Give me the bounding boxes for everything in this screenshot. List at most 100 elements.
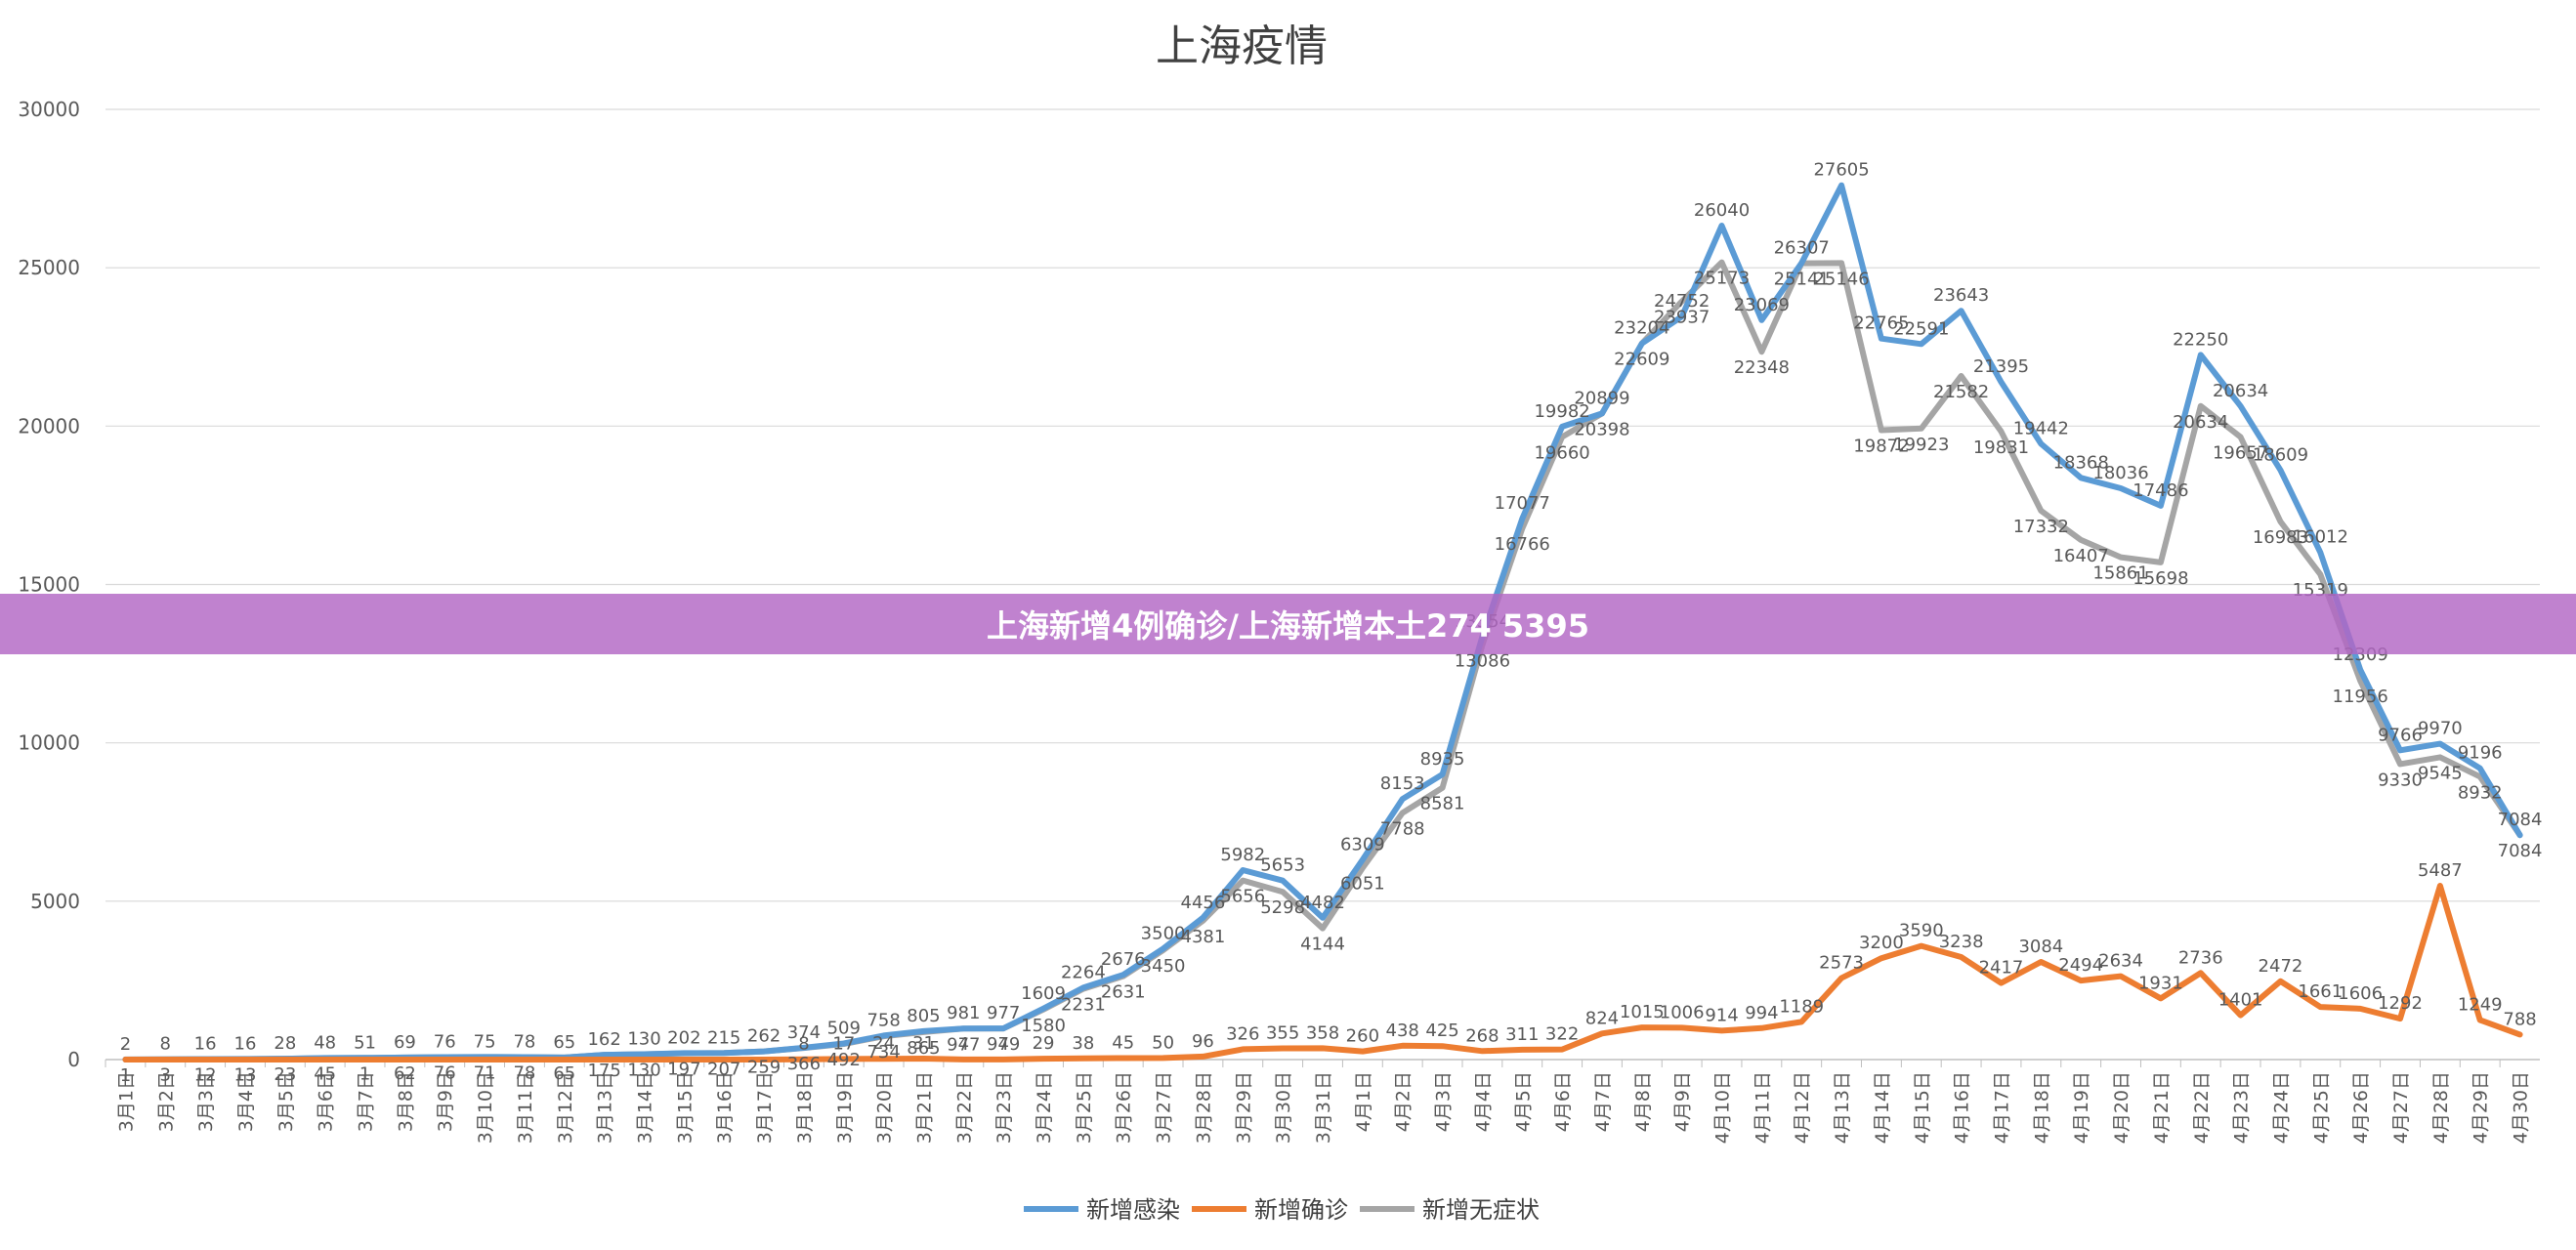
data-label: 76 [434,1032,456,1053]
x-tick-label: 4月27日 [2390,1071,2412,1144]
x-tick-label: 4月25日 [2310,1071,2332,1144]
data-label: 16 [194,1034,217,1055]
data-label: 96 [1192,1031,1214,1052]
data-label: 2231 [1061,995,1106,1016]
data-label: 2631 [1101,982,1146,1003]
data-label: 788 [2503,1009,2536,1029]
data-label: 1580 [1021,1016,1066,1036]
data-label: 322 [1545,1024,1579,1045]
data-label: 15861 [2092,563,2148,584]
y-tick-label: 15000 [18,573,80,597]
data-label: 5487 [2418,860,2463,881]
data-label: 3238 [1939,932,1984,952]
data-label: 1249 [2458,994,2503,1015]
data-label: 509 [827,1018,861,1038]
data-label: 438 [1386,1021,1419,1041]
data-label: 2472 [2259,956,2303,977]
data-label: 45 [1112,1033,1134,1054]
data-label: 69 [394,1032,416,1053]
x-tick-label: 3月18日 [794,1071,816,1144]
data-label: 23204 [1614,318,1669,339]
x-tick-label: 4月6日 [1552,1071,1574,1132]
data-label: 7788 [1380,818,1425,839]
data-label: 8935 [1420,749,1465,770]
x-tick-label: 3月5日 [275,1071,297,1132]
data-label: 19982 [1534,401,1589,422]
data-label: 19660 [1534,442,1589,463]
x-tick-label: 3月31日 [1313,1071,1334,1144]
legend-label: 新增确诊 [1254,1196,1348,1224]
data-label: 994 [1745,1003,1778,1023]
x-tick-label: 3月28日 [1193,1071,1214,1144]
x-tick-label: 4月5日 [1512,1071,1534,1132]
data-label: 12 [194,1064,217,1085]
data-label: 11956 [2333,687,2388,707]
data-label: 76 [434,1063,456,1084]
data-label: 19657 [2213,442,2268,463]
data-label: 2573 [1819,953,1864,974]
data-label: 78 [513,1031,535,1052]
data-label: 50 [1152,1032,1174,1053]
data-label: 175 [587,1061,620,1081]
data-label: 22348 [1734,357,1790,378]
series-lines [122,182,2523,1062]
x-tick-label: 3月15日 [674,1071,696,1144]
data-label: 20398 [1574,419,1629,439]
x-tick-label: 3月19日 [834,1071,856,1144]
data-label: 207 [707,1059,740,1079]
data-label: 4144 [1300,935,1345,955]
data-label: 3450 [1141,956,1186,977]
data-label: 1401 [2218,990,2263,1011]
data-label: 16983 [2253,527,2308,548]
data-label: 5298 [1260,897,1305,918]
data-label: 17 [832,1033,855,1054]
x-tick-label: 3月24日 [1034,1071,1055,1144]
data-label: 71 [474,1062,496,1083]
x-tick-label: 3月11日 [515,1071,536,1144]
data-label: 8932 [2458,782,2503,803]
x-tick-label: 3月7日 [356,1071,377,1132]
data-label: 21395 [1973,356,2029,377]
y-tick-label: 5000 [30,890,80,913]
y-tick-label: 20000 [18,414,80,438]
data-label: 45 [314,1064,336,1085]
data-label: 865 [907,1038,940,1059]
x-tick-label: 3月25日 [1074,1071,1095,1144]
data-label: 62 [394,1063,416,1084]
x-tick-label: 4月1日 [1353,1071,1374,1132]
data-label: 78 [513,1062,535,1083]
x-tick-label: 3月26日 [1114,1071,1135,1144]
x-tick-label: 3月29日 [1233,1071,1254,1144]
x-tick-label: 4月3日 [1433,1071,1455,1132]
data-label: 311 [1505,1024,1539,1045]
data-label: 24 [872,1033,895,1054]
data-label: 326 [1226,1023,1259,1044]
x-tick-label: 3月17日 [754,1071,776,1144]
data-label: 1292 [2378,993,2423,1014]
data-label: 162 [587,1029,620,1050]
gridlines [106,108,2540,1061]
data-label: 2676 [1101,949,1146,970]
data-label: 4482 [1300,893,1345,913]
data-label: 3500 [1141,923,1186,943]
data-label: 48 [314,1032,336,1053]
data-label: 16012 [2293,527,2348,548]
legend-label: 新增无症状 [1422,1196,1540,1224]
x-tick-label: 4月23日 [2231,1071,2253,1144]
data-label: 977 [947,1034,980,1055]
data-label: 17486 [2133,480,2188,501]
x-tick-label: 4月30日 [2511,1071,2532,1144]
data-label: 13 [234,1064,257,1085]
data-label: 1189 [1779,996,1824,1017]
data-label: 7084 [2498,810,2543,830]
data-label: 18368 [2053,452,2109,473]
data-label: 366 [787,1054,821,1074]
data-label: 3 [160,1065,171,1086]
y-tick-label: 10000 [18,731,80,755]
data-label: 7084 [2498,841,2543,861]
data-label: 17077 [1495,493,1550,514]
data-label: 26307 [1774,237,1830,258]
data-label: 981 [947,1003,980,1023]
data-label: 27605 [1813,160,1869,181]
data-label: 22765 [1853,313,1909,334]
